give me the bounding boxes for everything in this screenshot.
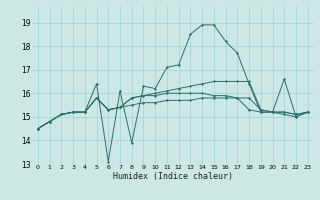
- X-axis label: Humidex (Indice chaleur): Humidex (Indice chaleur): [113, 172, 233, 181]
